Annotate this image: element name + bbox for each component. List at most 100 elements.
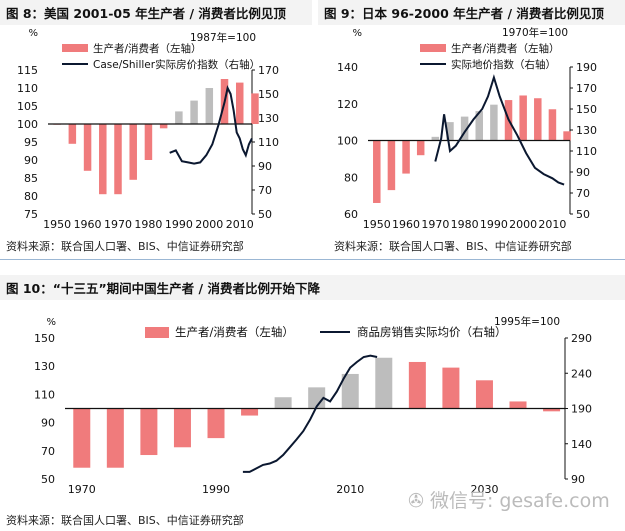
fig8-bar [129, 124, 137, 180]
fig10-bar [408, 361, 426, 409]
fig10-bar [207, 408, 225, 439]
fig9-legend-bar-label: 生产者/消费者（左轴） [451, 42, 560, 55]
fig8-left-tick-label: 95 [24, 136, 38, 149]
fig8-x-tick-label: 2000 [195, 218, 223, 231]
fig10-bar [475, 380, 493, 409]
fig10-bar [442, 367, 460, 409]
fig9-left-tick-label: 120 [337, 98, 358, 111]
fig8-title: 图 8：美国 2001-05 年生产者 / 消费者比例见顶 [6, 6, 286, 21]
fig8-bar [159, 124, 168, 129]
fig8-source: 资料来源：联合国人口署、BIS、中信证券研究部 [6, 240, 244, 253]
fig10-bar [375, 357, 393, 409]
fig10-x-tick-label: 2030 [470, 483, 498, 496]
fig8-left-tick-label: 80 [24, 190, 38, 203]
fig10-left-tick-label: 90 [41, 417, 55, 430]
fig8-left-unit: % [28, 28, 38, 39]
fig10-x-tick-label: 1990 [202, 483, 230, 496]
fig9-bar [475, 111, 483, 141]
fig9-left-tick-label: 60 [344, 208, 358, 221]
fig9-x-tick-label: 1990 [480, 218, 508, 231]
fig9-right-tick-label: 70 [576, 187, 590, 200]
watermark-text: 微信号: gesafe.com [429, 490, 610, 512]
fig10-left-tick-label: 150 [34, 332, 55, 345]
fig8-legend-bar-label: 生产者/消费者（左轴） [93, 42, 202, 55]
fig10-bar [140, 408, 158, 456]
fig8-bar [144, 124, 153, 160]
fig10-bar [543, 408, 561, 412]
fig8-left-tick-label: 115 [17, 64, 38, 77]
fig8-x-tick-label: 1980 [134, 218, 162, 231]
fig9-title-bar: 图 9：日本 96-2000 年生产者 / 消费者比例见顶 [318, 0, 625, 25]
fig8-left-tick-label: 90 [24, 154, 38, 167]
fig8-right-tick-label: 170 [258, 64, 279, 77]
fig9-left-tick-label: 100 [337, 135, 358, 148]
watermark: ✇ 微信号: gesafe.com [408, 486, 610, 513]
fig10-left-tick-label: 110 [34, 388, 55, 401]
fig9-left-tick-label: 140 [337, 61, 358, 74]
fig9-legend-bar-swatch [420, 44, 446, 52]
fig9-left-unit: % [352, 28, 362, 39]
fig10-right-tick-label: 190 [571, 403, 592, 416]
fig8-line-series [169, 85, 253, 165]
fig8-legend-bar-swatch [62, 44, 88, 52]
fig9-bar [548, 109, 557, 141]
fig9-x-tick-label: 1950 [363, 218, 391, 231]
fig8-bar [68, 124, 77, 144]
fig8-left-tick-label: 75 [24, 208, 38, 221]
fig10-right-tick-label: 240 [571, 367, 592, 380]
fig9-right-tick-label: 170 [576, 82, 597, 95]
fig8-title-bar: 图 8：美国 2001-05 年生产者 / 消费者比例见顶 [0, 0, 312, 25]
fig9-left-tick-label: 80 [344, 171, 358, 184]
fig10-title: 图 10：“十三五”期间中国生产者 / 消费者比例开始下降 [6, 281, 320, 296]
fig10-x-tick-label: 1970 [68, 483, 96, 496]
fig8-right-tick-label: 150 [258, 88, 279, 101]
fig10-bar [73, 408, 91, 468]
fig10-left-tick-label: 130 [34, 360, 55, 373]
fig10-legend-bar-swatch [145, 327, 169, 338]
fig9-right-tick-label: 90 [576, 166, 590, 179]
fig10-bar [308, 387, 326, 409]
fig9-bar [460, 116, 469, 141]
fig10-legend-bar-label: 生产者/消费者（左轴） [175, 325, 294, 339]
fig9-right-tick-label: 50 [576, 208, 590, 221]
fig8-bar [190, 100, 198, 124]
fig8-bar [205, 88, 214, 124]
fig8-left-tick-label: 100 [17, 118, 38, 131]
fig10-bar [341, 373, 359, 409]
fig9-bar [402, 140, 410, 174]
fig8-right-tick-label: 70 [258, 184, 272, 197]
fig10-bar [509, 401, 527, 409]
fig10-line-series [242, 354, 378, 473]
fig8-bar [114, 124, 122, 195]
fig8-right-unit: 1987年=100 [190, 31, 256, 44]
fig10-left-tick-label: 70 [41, 445, 55, 458]
fig8-right-tick-label: 50 [258, 208, 272, 221]
fig9-right-unit: 1970年=100 [502, 26, 568, 39]
fig9-bar [519, 95, 527, 141]
wechat-icon: ✇ [408, 490, 424, 512]
fig8-bar [83, 124, 92, 171]
fig10-legend-line-label: 商品房销售实际均价（右轴） [357, 325, 507, 339]
fig10-right-tick-label: 290 [571, 332, 592, 345]
fig9-x-tick-label: 2000 [509, 218, 537, 231]
fig9-source: 资料来源：联合国人口署、BIS、中信证券研究部 [334, 240, 572, 253]
fig8-x-tick-label: 1990 [165, 218, 193, 231]
fig9-bar [534, 98, 542, 141]
fig8-bar [99, 124, 107, 195]
divider-line [0, 259, 625, 260]
fig8-left-tick-label: 85 [24, 172, 38, 185]
fig10-right-unit: 1995年=100 [494, 315, 560, 328]
fig8-bar [235, 82, 244, 124]
fig10-right-tick-label: 90 [571, 473, 585, 486]
fig10-bar [241, 408, 259, 416]
fig10-left-unit: % [46, 317, 56, 328]
fig10-title-bar: 图 10：“十三五”期间中国生产者 / 消费者比例开始下降 [0, 275, 625, 300]
fig9-right-tick-label: 110 [576, 145, 597, 158]
fig9-bar [416, 140, 425, 156]
fig9-bar [446, 122, 454, 141]
fig9-x-tick-label: 1980 [451, 218, 479, 231]
fig10-source: 资料来源：联合国人口署、BIS、中信证券研究部 [6, 514, 244, 527]
fig9-line-series [434, 74, 565, 186]
fig8-x-tick-label: 1970 [104, 218, 132, 231]
